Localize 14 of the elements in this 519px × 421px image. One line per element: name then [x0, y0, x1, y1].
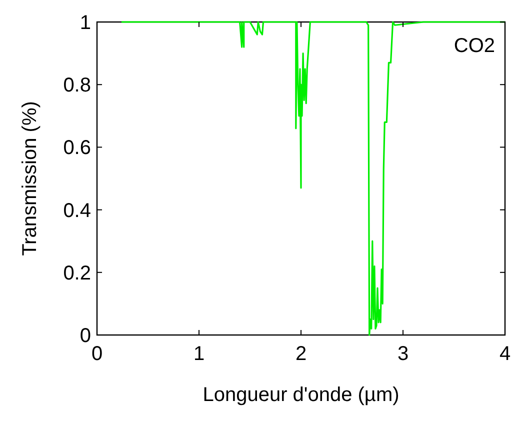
x-tick-label: 3 [397, 343, 409, 365]
y-tick-label: 0.4 [63, 200, 91, 222]
y-tick-label: 0.8 [63, 74, 91, 97]
x-tick-label: 4 [499, 343, 511, 365]
annotation: CO2 [454, 35, 495, 57]
y-tick-label: 1 [80, 12, 91, 34]
x-tick-label: 1 [193, 343, 205, 365]
line-series [120, 21, 506, 336]
x-axis-title: Longueur d'onde (µm) [202, 384, 400, 406]
x-tick-label: 2 [295, 343, 307, 365]
y-tick-label: 0.2 [63, 262, 91, 284]
y-axis-title: Transmission (%) [19, 101, 41, 256]
y-tick-label: 0 [80, 325, 91, 347]
y-tick-label: 0.6 [63, 137, 91, 160]
